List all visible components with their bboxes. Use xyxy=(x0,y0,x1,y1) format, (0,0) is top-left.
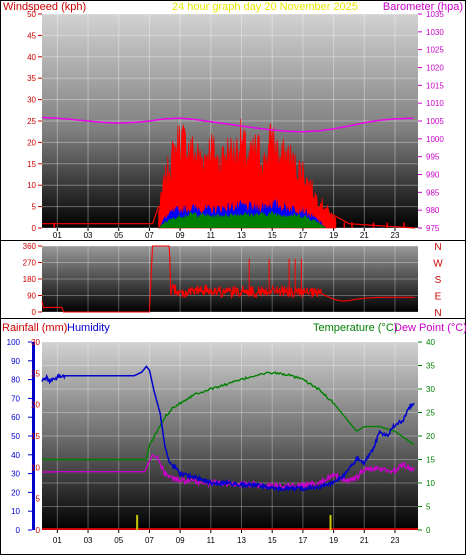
temperature-tick-label: 0 xyxy=(426,526,431,535)
windspeed-tick-label: 20 xyxy=(27,138,36,147)
temperature-tick-label: 10 xyxy=(426,479,435,488)
compass-label: W xyxy=(433,259,443,270)
temperature-tick-label: 5 xyxy=(426,503,431,512)
windspeed-tick-label: 45 xyxy=(27,31,36,40)
humidity-tick-label: 10 xyxy=(11,507,20,516)
humidity-tick-label: 50 xyxy=(11,432,20,441)
barometer-tick-label: 1030 xyxy=(426,28,444,37)
windspeed-tick-label: 5 xyxy=(32,203,37,212)
hour-tick-label: 09 xyxy=(176,231,185,240)
direction-tick-label: 360 xyxy=(23,242,37,251)
barometer-tick-label: 1035 xyxy=(426,10,444,19)
humidity-tick-label: 60 xyxy=(11,413,20,422)
rainfall-tick-label: 30 xyxy=(31,338,40,347)
rainfall-tick-label: 15 xyxy=(31,432,40,441)
hour-tick-label: 17 xyxy=(298,231,307,240)
direction-tick-label: 90 xyxy=(27,292,36,301)
hour-tick-label: 03 xyxy=(84,536,93,545)
barometer-axis-label: Barometer (hpa) xyxy=(383,1,463,13)
compass-label: N xyxy=(434,308,441,319)
hour-tick-label: 17 xyxy=(298,536,307,545)
compass-label: N xyxy=(434,242,441,253)
barometer-tick-label: 1000 xyxy=(426,135,444,144)
barometer-tick-label: 995 xyxy=(426,153,440,162)
humidity-tick-label: 80 xyxy=(11,376,20,385)
humidity-tick-label: 100 xyxy=(7,338,21,347)
rainfall-axis-label: Rainfall (mm) xyxy=(2,322,67,334)
direction-tick-label: 270 xyxy=(23,259,37,268)
compass-label: E xyxy=(435,292,442,303)
rainfall-marker xyxy=(136,515,138,530)
windspeed-tick-label: 15 xyxy=(27,160,36,169)
windspeed-tick-label: 25 xyxy=(27,117,36,126)
humidity-tick-label: 70 xyxy=(11,394,20,403)
hour-tick-label: 19 xyxy=(329,231,338,240)
humidity-tick-label: 40 xyxy=(11,451,20,460)
windspeed-tick-label: 35 xyxy=(27,74,36,83)
compass-label: S xyxy=(435,275,442,286)
hour-tick-label: 11 xyxy=(207,536,216,545)
hour-tick-label: 19 xyxy=(329,536,338,545)
rainfall-marker xyxy=(330,515,332,530)
humidity-tick-label: 90 xyxy=(11,357,20,366)
hour-tick-label: 01 xyxy=(53,536,62,545)
windspeed-tick-label: 30 xyxy=(27,96,36,105)
temperature-tick-label: 40 xyxy=(426,338,435,347)
humidity-tick-label: 20 xyxy=(11,488,20,497)
barometer-tick-label: 1005 xyxy=(426,117,444,126)
hour-tick-label: 03 xyxy=(84,231,93,240)
hour-tick-label: 11 xyxy=(207,231,216,240)
windspeed-barometer-panel: Windspeed (kph) 24 hour graph day 20 Nov… xyxy=(1,1,466,241)
chart-title: 24 hour graph day 20 November 2025 xyxy=(172,1,358,13)
rainfall-tick-label: 0 xyxy=(36,526,41,535)
hour-tick-label: 07 xyxy=(145,536,154,545)
humidity-tick-label: 0 xyxy=(16,526,21,535)
hour-tick-label: 13 xyxy=(237,536,246,545)
hour-tick-label: 13 xyxy=(237,231,246,240)
temperature-tick-label: 15 xyxy=(426,456,435,465)
dewpoint-axis-label: Dew Point (°C) xyxy=(394,322,466,334)
direction-tick-label: 0 xyxy=(32,308,37,317)
windspeed-tick-label: 0 xyxy=(32,224,37,233)
hour-tick-label: 01 xyxy=(53,231,62,240)
temperature-tick-label: 25 xyxy=(426,409,435,418)
temperature-tick-label: 35 xyxy=(426,362,435,371)
windspeed-tick-label: 50 xyxy=(27,10,36,19)
windspeed-tick-label: 10 xyxy=(27,181,36,190)
direction-tick-label: 180 xyxy=(23,275,37,284)
hour-tick-label: 21 xyxy=(360,231,369,240)
hour-tick-label: 07 xyxy=(145,231,154,240)
hour-tick-label: 09 xyxy=(176,536,185,545)
barometer-tick-label: 1020 xyxy=(426,64,444,73)
hour-tick-label: 21 xyxy=(360,536,369,545)
rainfall-tick-label: 20 xyxy=(31,401,40,410)
hour-tick-label: 23 xyxy=(391,536,400,545)
temperature-axis-label: Temperature (°C) xyxy=(313,322,397,334)
windspeed-tick-label: 40 xyxy=(27,53,36,62)
barometer-tick-label: 990 xyxy=(426,171,440,180)
hour-tick-label: 23 xyxy=(391,231,400,240)
hour-tick-label: 15 xyxy=(268,231,277,240)
temperature-tick-label: 30 xyxy=(426,385,435,394)
humidity-tick-label: 30 xyxy=(11,470,20,479)
temperature-tick-label: 20 xyxy=(426,432,435,441)
barometer-tick-label: 985 xyxy=(426,188,440,197)
barometer-tick-label: 980 xyxy=(426,206,440,215)
hour-tick-label: 05 xyxy=(114,231,123,240)
barometer-tick-label: 1010 xyxy=(426,99,444,108)
rainfall-tick-label: 10 xyxy=(31,463,40,472)
rainfall-tick-label: 25 xyxy=(31,369,40,378)
humidity-axis-label: Humidity xyxy=(67,322,110,334)
rain-humidity-temperature-panel: Rainfall (mm) Humidity Temperature (°C) … xyxy=(1,319,466,555)
hour-tick-label: 15 xyxy=(268,536,277,545)
barometer-tick-label: 975 xyxy=(426,224,440,233)
barometer-tick-label: 1025 xyxy=(426,46,444,55)
hour-tick-label: 05 xyxy=(114,536,123,545)
windspeed-axis-label: Windspeed (kph) xyxy=(3,1,86,13)
rainfall-tick-label: 5 xyxy=(36,495,41,504)
barometer-tick-label: 1015 xyxy=(426,81,444,90)
